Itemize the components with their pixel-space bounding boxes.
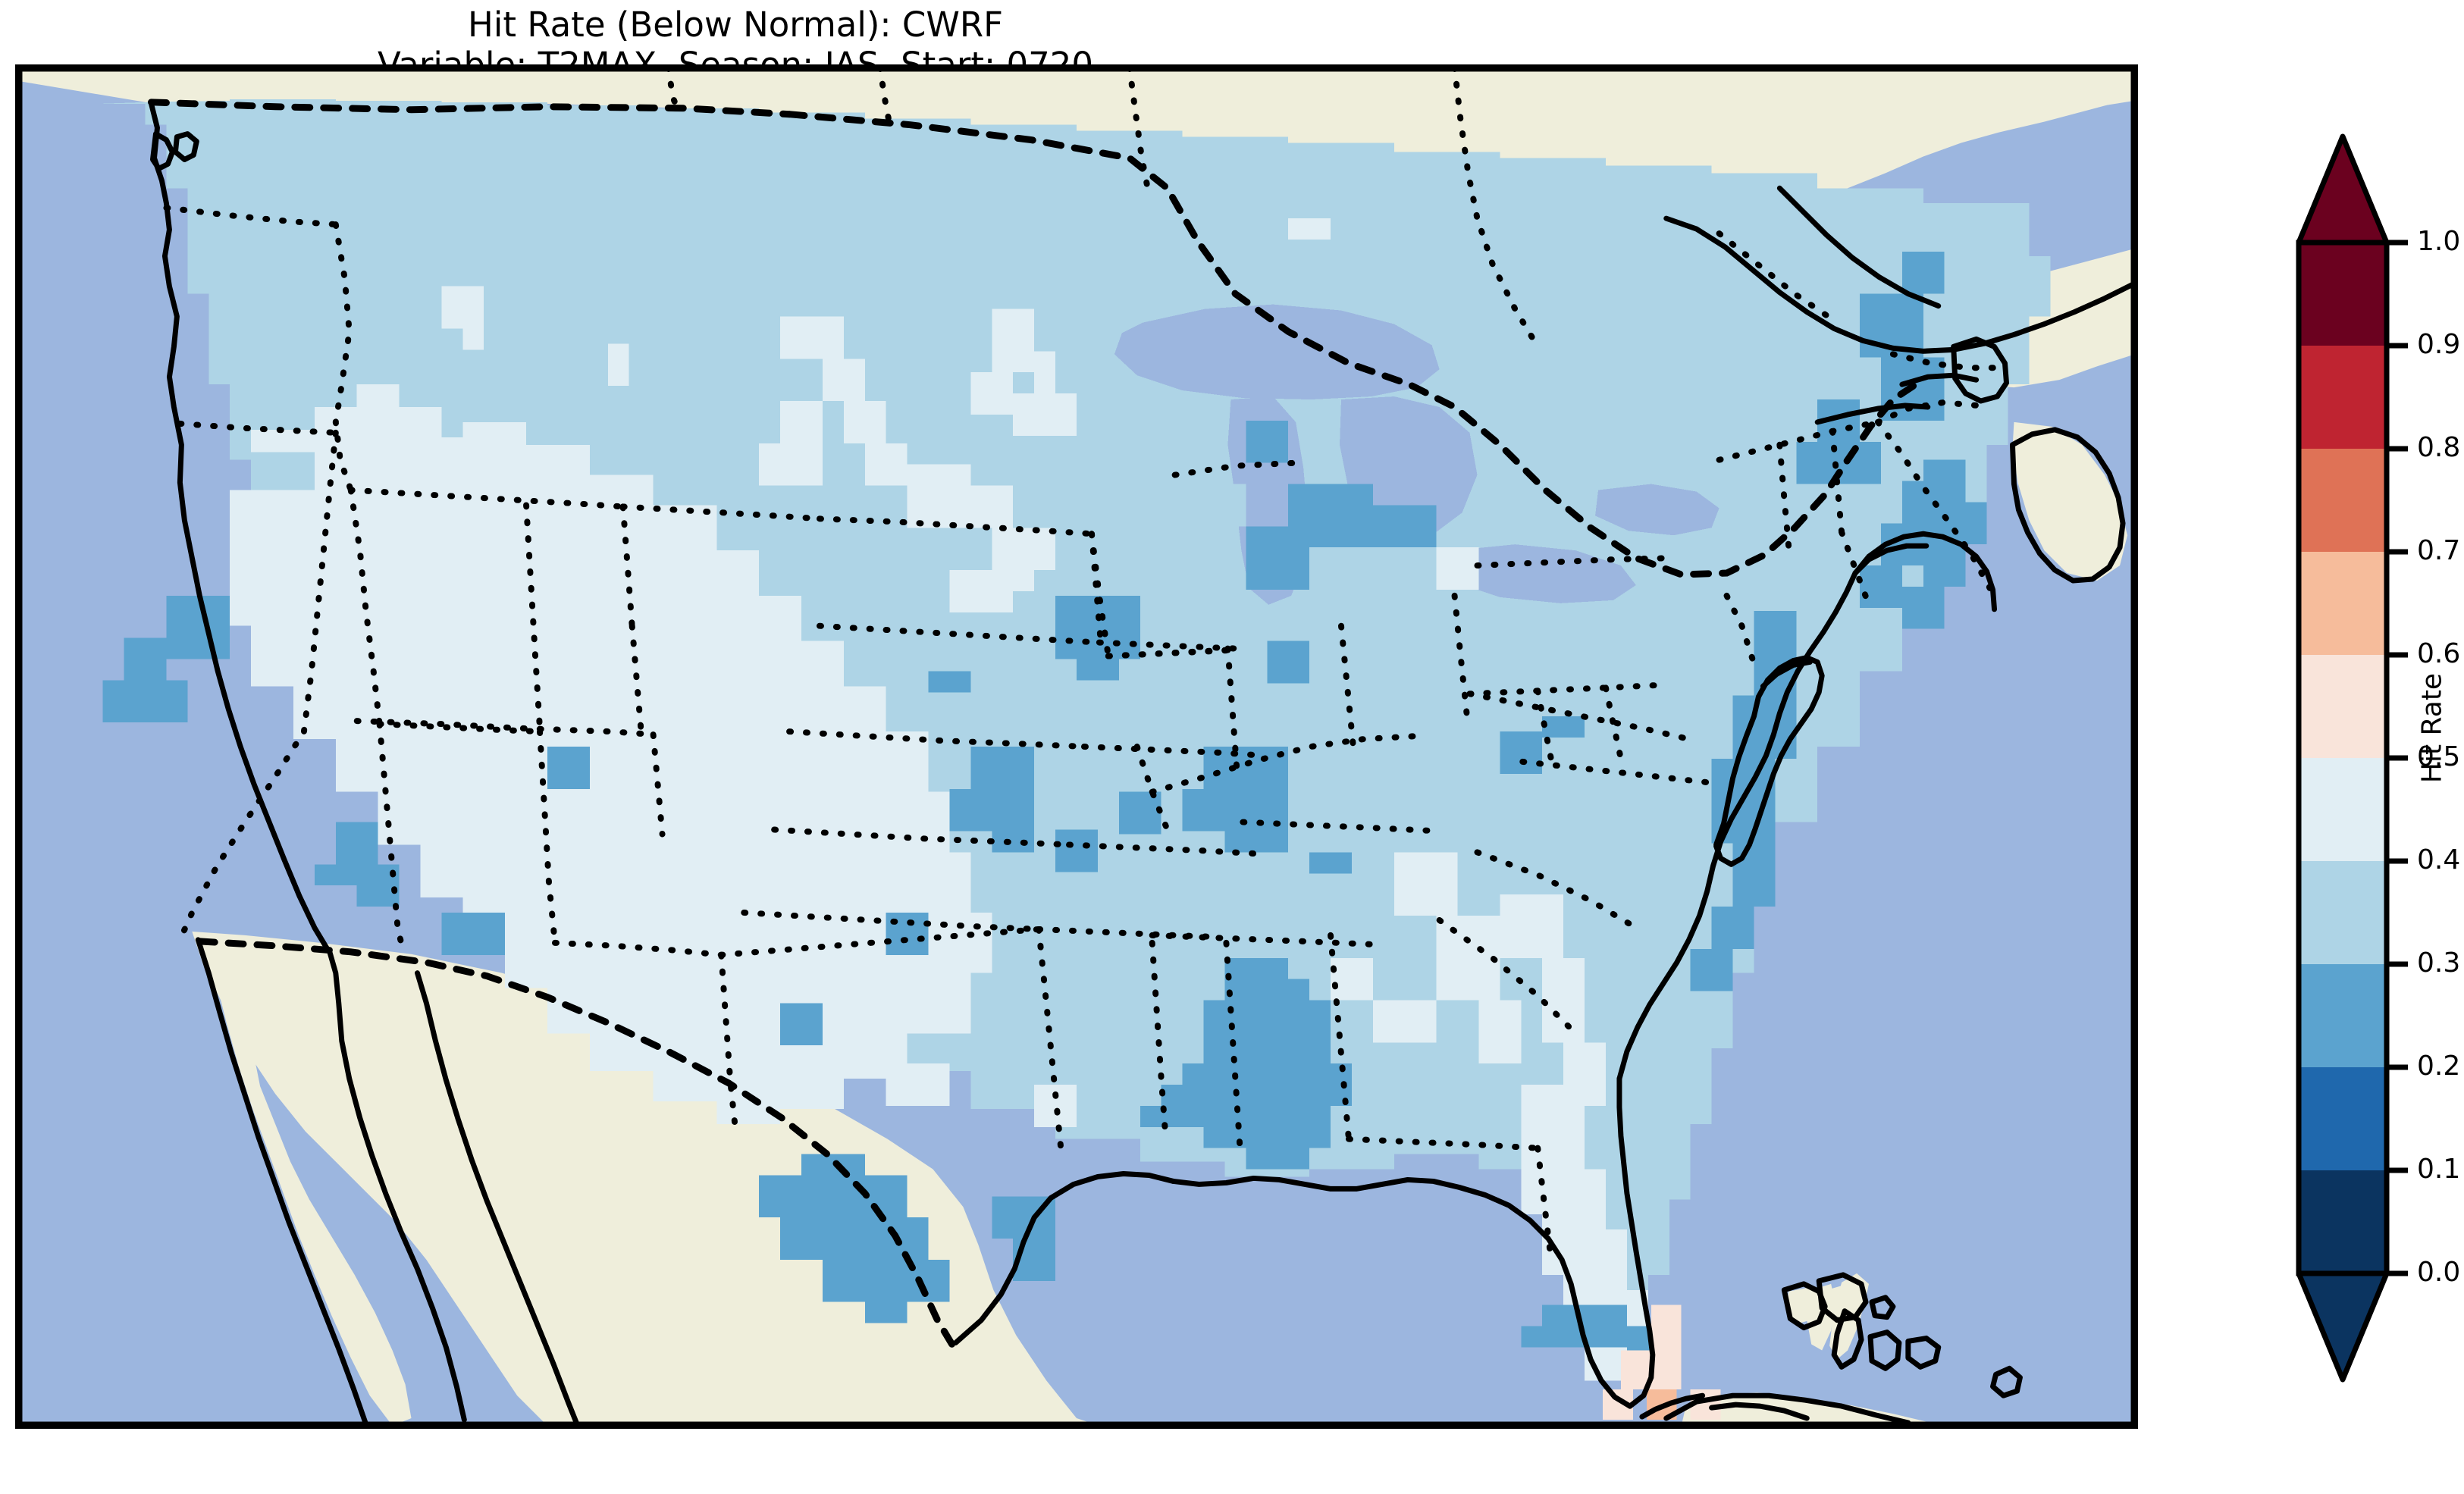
colorbar-under-arrow [2296,1270,2390,1383]
lake-ontario [1595,484,1719,536]
bahamas-abaco [1785,1286,1820,1325]
title-line-1: Hit Rate (Below Normal): CWRF [468,5,1003,45]
grid-band-0p4-0p5-great-basin-north [251,384,484,490]
colorbar-ticks [2387,240,2408,1276]
cbtick-0p4: 0.4 [2417,844,2460,875]
coastlines [149,101,2135,1426]
nova-scotia [2012,421,2128,581]
great-lakes [1114,304,1719,605]
colorbar-bands [2299,243,2387,1273]
axes-frame [18,67,2135,1426]
colorbar: 1.0 0.9 0.8 0.7 0.6 0.5 0.4 0.3 0.2 0.1 … [2267,114,2464,1402]
colorbar-axis-label-wrap: Hit Rate [2409,114,2455,1402]
cbtick-0p5: 0.5 [2417,741,2460,772]
map-axes [15,64,2138,1429]
cbtick-0p0: 0.0 [2417,1257,2460,1288]
lake-erie [1440,544,1636,603]
cbtick-0p2: 0.2 [2417,1051,2460,1082]
cbtick-0p6: 0.6 [2417,638,2460,669]
grid-cells-0p2-0p3 [102,251,1987,1369]
colorbar-axis-label: Hit Rate [2416,672,2448,784]
lake-superior [1114,304,1440,400]
cbtick-0p7: 0.7 [2417,535,2460,566]
bahamas-grand [1822,1283,1862,1322]
cbtick-0p8: 0.8 [2417,432,2460,463]
cbtick-1p0: 1.0 [2417,226,2460,257]
cbtick-0p3: 0.3 [2417,947,2460,979]
cbtick-0p1: 0.1 [2417,1154,2460,1185]
national-borders [148,99,1920,1354]
cell-0p5-0p6-keys-strip [1651,1305,1682,1390]
hitrate-grid [102,99,2051,1420]
colorbar-tick-labels: 1.0 0.9 0.8 0.7 0.6 0.5 0.4 0.3 0.2 0.1 … [2417,226,2460,1288]
map-canvas [18,67,2135,1426]
grid-cells-0p4-0p5-northern-plains [441,218,1331,612]
baja-california [198,938,412,1426]
cuba [1681,1392,1939,1426]
cbtick-0p9: 0.9 [2417,329,2460,360]
colorbar-over-arrow [2296,133,2390,246]
state-boundaries [163,67,2010,1253]
colorbar-svg: 1.0 0.9 0.8 0.7 0.6 0.5 0.4 0.3 0.2 0.1 … [2296,133,2460,1383]
